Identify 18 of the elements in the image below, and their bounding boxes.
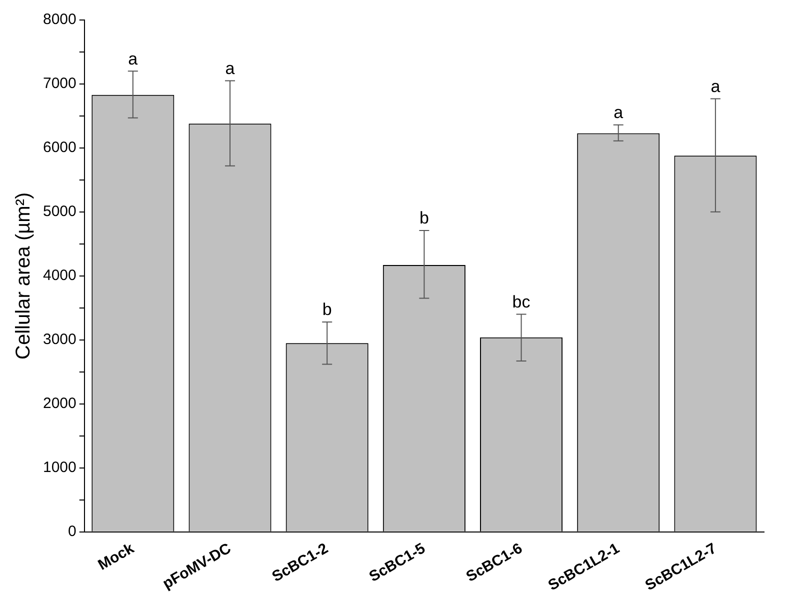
annotation: a: [225, 58, 236, 78]
annotation: b: [322, 300, 332, 320]
y-tick-label: 7000: [42, 75, 76, 92]
x-tick-label: Mock: [95, 540, 138, 574]
y-tick-label: 8000: [42, 11, 76, 28]
annotation: a: [614, 103, 624, 122]
y-tick-label: 1000: [42, 458, 76, 476]
y-tick-label: 0: [68, 522, 76, 540]
y-tick-label: 6000: [42, 139, 76, 156]
y-tick-label: 3000: [42, 331, 76, 348]
annotation: bc: [512, 292, 531, 312]
annotation: a: [710, 76, 721, 96]
annotation: b: [419, 208, 429, 228]
y-tick-label: 2000: [42, 395, 76, 412]
y-axis-title: Cellular area (µm²): [12, 192, 35, 360]
y-tick-label: 4000: [42, 267, 76, 284]
annotation: a: [128, 49, 138, 68]
y-tick-label: 5000: [42, 203, 76, 220]
